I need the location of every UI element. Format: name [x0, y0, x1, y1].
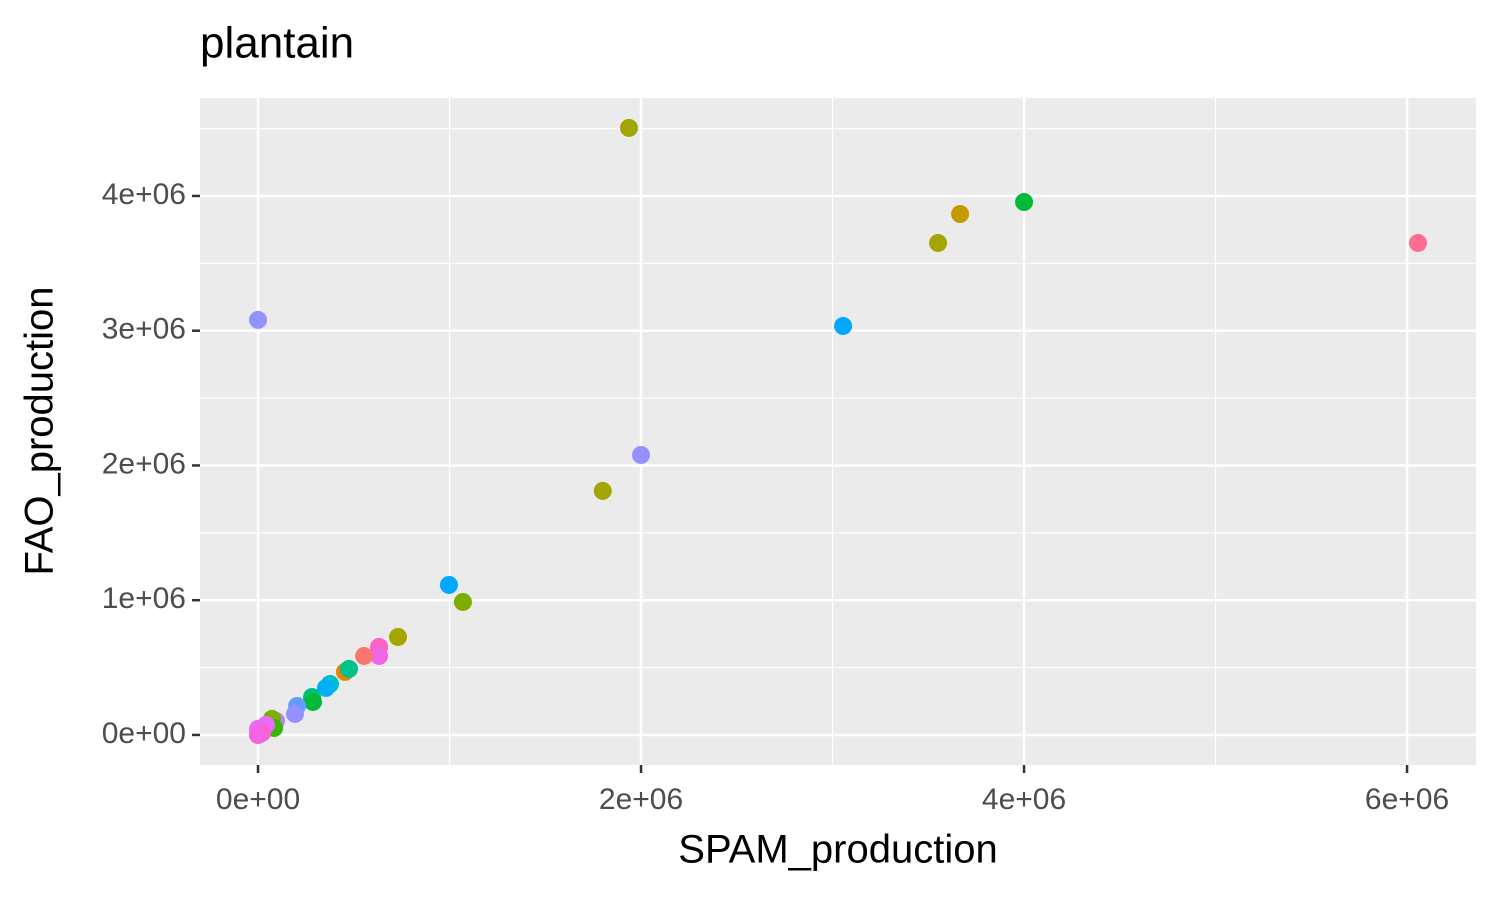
point [370, 646, 389, 665]
point [453, 592, 472, 611]
point [619, 118, 638, 137]
point [1408, 233, 1427, 252]
point [439, 575, 458, 594]
panel [200, 98, 1476, 765]
y-tick-label: 3e+06 [102, 313, 186, 346]
point [632, 445, 651, 464]
point [285, 704, 304, 723]
y-tick-label: 2e+06 [102, 447, 186, 480]
point [593, 481, 612, 500]
y-tick-label: 0e+00 [102, 717, 186, 750]
y-tick-label: 4e+06 [102, 178, 186, 211]
point [834, 316, 853, 335]
point [317, 678, 336, 697]
x-tick-label: 0e+00 [216, 783, 300, 816]
x-axis-title: SPAM_production [678, 828, 997, 872]
x-tick-label: 4e+06 [982, 783, 1066, 816]
point [355, 646, 374, 665]
point [249, 310, 268, 329]
point [303, 692, 322, 711]
point [1015, 193, 1034, 212]
chart-title: plantain [200, 19, 354, 68]
x-tick-label: 6e+06 [1365, 783, 1449, 816]
x-tick-label: 2e+06 [599, 783, 683, 816]
point [249, 725, 268, 744]
point [951, 205, 970, 224]
y-axis-title: FAO_production [18, 286, 62, 575]
point [929, 233, 948, 252]
point [389, 627, 408, 646]
point [339, 659, 358, 678]
y-tick-label: 1e+06 [102, 582, 186, 615]
